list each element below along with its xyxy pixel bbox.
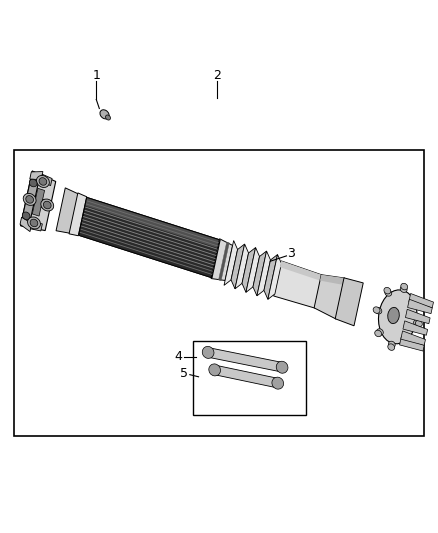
Polygon shape	[409, 294, 434, 308]
Ellipse shape	[412, 298, 419, 305]
Polygon shape	[335, 278, 363, 326]
Polygon shape	[320, 274, 345, 285]
Polygon shape	[399, 337, 424, 351]
Polygon shape	[268, 255, 282, 300]
Polygon shape	[253, 251, 267, 296]
Polygon shape	[32, 188, 45, 216]
Polygon shape	[264, 255, 278, 300]
Ellipse shape	[384, 287, 391, 294]
Polygon shape	[401, 331, 425, 345]
Text: 3: 3	[287, 247, 295, 260]
Ellipse shape	[22, 212, 30, 220]
Polygon shape	[235, 244, 248, 289]
Ellipse shape	[375, 330, 381, 337]
Ellipse shape	[388, 308, 399, 324]
Text: 5: 5	[180, 367, 188, 380]
Ellipse shape	[400, 286, 407, 293]
Polygon shape	[31, 222, 42, 231]
Ellipse shape	[30, 219, 38, 227]
Ellipse shape	[26, 196, 34, 203]
Polygon shape	[406, 309, 430, 324]
Polygon shape	[85, 197, 220, 248]
Bar	[193, 341, 306, 415]
Ellipse shape	[414, 297, 421, 303]
Polygon shape	[69, 193, 87, 236]
Ellipse shape	[375, 308, 382, 314]
Ellipse shape	[23, 193, 36, 205]
Ellipse shape	[416, 320, 422, 327]
Polygon shape	[41, 174, 52, 185]
Ellipse shape	[413, 320, 420, 326]
Text: 1: 1	[92, 69, 100, 82]
Polygon shape	[242, 247, 256, 293]
Polygon shape	[408, 299, 432, 313]
Ellipse shape	[100, 110, 109, 119]
Bar	[14, 150, 424, 436]
Polygon shape	[208, 348, 283, 372]
Text: 2: 2	[213, 69, 221, 82]
Polygon shape	[78, 197, 220, 278]
Ellipse shape	[41, 199, 54, 211]
Ellipse shape	[106, 115, 110, 120]
Ellipse shape	[373, 307, 380, 313]
Polygon shape	[403, 321, 427, 335]
Ellipse shape	[388, 344, 395, 350]
Ellipse shape	[385, 289, 392, 296]
Ellipse shape	[43, 201, 51, 209]
Polygon shape	[257, 251, 271, 296]
Polygon shape	[21, 171, 40, 227]
Polygon shape	[280, 261, 322, 281]
Ellipse shape	[29, 179, 37, 187]
Polygon shape	[211, 239, 233, 280]
Polygon shape	[214, 365, 279, 388]
Polygon shape	[20, 217, 32, 231]
Polygon shape	[246, 247, 260, 293]
Ellipse shape	[376, 329, 383, 335]
Ellipse shape	[39, 177, 47, 185]
Polygon shape	[224, 240, 237, 285]
Ellipse shape	[378, 290, 417, 344]
Text: 4: 4	[175, 350, 183, 363]
Polygon shape	[274, 261, 322, 308]
Ellipse shape	[276, 361, 288, 373]
Polygon shape	[27, 195, 50, 209]
Polygon shape	[314, 274, 345, 319]
Polygon shape	[56, 188, 79, 233]
Ellipse shape	[36, 175, 49, 188]
Polygon shape	[30, 172, 43, 180]
Ellipse shape	[202, 346, 214, 358]
Ellipse shape	[404, 337, 410, 344]
Polygon shape	[21, 171, 56, 231]
Ellipse shape	[405, 340, 412, 346]
Polygon shape	[219, 242, 229, 281]
Ellipse shape	[389, 341, 395, 348]
Ellipse shape	[28, 217, 40, 229]
Ellipse shape	[272, 377, 283, 389]
Polygon shape	[231, 244, 244, 289]
Ellipse shape	[209, 364, 220, 376]
Ellipse shape	[401, 284, 408, 290]
